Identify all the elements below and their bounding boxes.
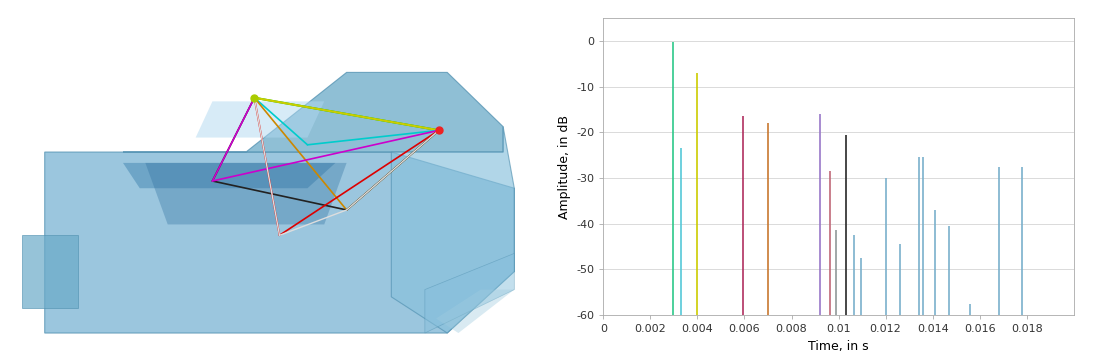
Polygon shape xyxy=(44,152,515,333)
Polygon shape xyxy=(123,72,503,152)
Polygon shape xyxy=(391,127,515,333)
Polygon shape xyxy=(123,163,335,188)
Polygon shape xyxy=(145,163,346,224)
Polygon shape xyxy=(425,253,515,333)
Polygon shape xyxy=(22,235,79,308)
X-axis label: Time, in s: Time, in s xyxy=(808,340,869,353)
Y-axis label: Amplitude, in dB: Amplitude, in dB xyxy=(558,114,570,219)
Polygon shape xyxy=(436,290,515,333)
Polygon shape xyxy=(196,101,324,138)
